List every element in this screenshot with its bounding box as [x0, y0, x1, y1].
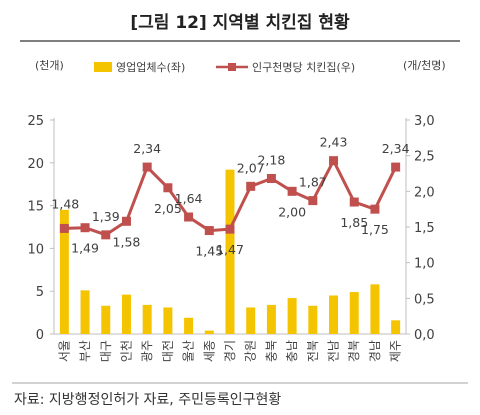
- point-광주: [142, 162, 152, 172]
- data-label-강원: 2,07: [237, 160, 265, 175]
- bar-경남: [370, 284, 380, 334]
- point-대전: [163, 183, 173, 193]
- legend: 영업업체수(좌) 인구천명당 치킨집(우): [94, 60, 355, 74]
- category-label-경기: 경기: [223, 340, 237, 362]
- category-label-울산: 울산: [182, 340, 196, 362]
- left-tick-label: 20: [27, 157, 44, 172]
- category-label-인천: 인천: [118, 340, 133, 362]
- bar-충북: [266, 304, 276, 334]
- point-전남: [329, 156, 339, 166]
- data-label-세종: 1,45: [195, 244, 223, 259]
- data-label-광주: 2,34: [133, 141, 161, 156]
- category-label-대구: 대구: [99, 340, 113, 362]
- category-labels: 서울 부산 대구 인천 광주 대전 울산 세종 경기 강원 충북 충남 전북 전남 경북 경남 제주: [57, 340, 402, 362]
- category-label-전남: 전남: [327, 340, 341, 362]
- left-tick-label: 0: [36, 328, 44, 343]
- data-label-전북: 1,87: [299, 175, 327, 190]
- data-label-충북: 2,18: [257, 152, 285, 167]
- bar-충남: [287, 298, 297, 334]
- point-경남: [370, 204, 380, 214]
- left-tick-label: 10: [27, 242, 44, 257]
- category-label-제주: 제주: [389, 340, 403, 362]
- point-부산: [80, 223, 90, 233]
- point-울산: [184, 212, 194, 222]
- point-세종: [204, 226, 214, 236]
- bar-부산: [80, 290, 90, 334]
- point-충북: [266, 173, 276, 183]
- data-label-경기: 1,47: [216, 242, 244, 257]
- chart-title: [그림 12] 지역별 치킨집 현황: [130, 13, 350, 33]
- right-tick-label: 2,5: [414, 150, 435, 165]
- point-서울: [59, 223, 69, 233]
- legend-line-label: 인구천명당 치킨집(우): [252, 60, 355, 74]
- point-대구: [101, 230, 111, 240]
- category-label-경북: 경북: [347, 340, 361, 362]
- data-label-대전: 2,05: [154, 201, 182, 216]
- bar-대전: [163, 307, 173, 334]
- category-label-전북: 전북: [306, 340, 320, 362]
- bar-전남: [329, 295, 339, 334]
- bar-경기: [225, 169, 235, 334]
- data-label-부산: 1,49: [71, 241, 99, 256]
- right-tick-label: 0,0: [414, 328, 435, 343]
- category-label-부산: 부산: [78, 340, 92, 362]
- data-label-경남: 1,75: [361, 222, 389, 237]
- category-label-광주: 광주: [140, 340, 154, 362]
- data-label-충남: 2,00: [278, 204, 306, 219]
- data-label-전남: 2,43: [320, 135, 348, 150]
- bar-경북: [349, 292, 359, 334]
- bar-강원: [246, 307, 256, 334]
- category-label-충남: 충남: [285, 340, 299, 362]
- left-tick-label: 25: [27, 114, 44, 129]
- right-tick-label: 1,5: [414, 221, 435, 236]
- legend-bar-label: 영업업체수(좌): [116, 61, 185, 74]
- bar-제주: [391, 320, 401, 334]
- point-인천: [121, 216, 131, 226]
- left-tick-label: 5: [36, 285, 44, 300]
- right-tick-label: 3,0: [414, 114, 435, 129]
- bar-대구: [101, 305, 111, 334]
- data-label-서울: 1,48: [51, 196, 79, 211]
- data-label-대구: 1,39: [92, 209, 120, 224]
- data-label-울산: 1,64: [175, 191, 203, 206]
- source-note: 자료: 지방행정인허가 자료, 주민등록인구현황: [14, 392, 281, 408]
- category-label-세종: 세종: [202, 340, 216, 362]
- bar-서울: [59, 209, 69, 334]
- point-전북: [308, 196, 318, 206]
- right-tick-label: 2,0: [414, 185, 435, 200]
- point-경북: [349, 197, 359, 207]
- data-labels: 1,48 1,49 1,39 1,58 2,34 2,051,64 1,451,47 2,07…: [51, 135, 409, 259]
- line-series: [59, 156, 401, 240]
- bar-인천: [121, 294, 131, 334]
- category-label-강원: 강원: [244, 340, 258, 362]
- bar-전북: [308, 305, 318, 334]
- category-label-대전: 대전: [161, 340, 175, 362]
- bar-세종: [204, 330, 214, 334]
- point-제주: [391, 162, 401, 172]
- right-tick-label: 0,5: [414, 292, 435, 307]
- data-label-경북: 1,85: [340, 215, 368, 230]
- left-axis-unit: (천개): [35, 58, 64, 72]
- right-axis-unit: (개/천명): [403, 58, 446, 72]
- data-label-인천: 1,58: [113, 234, 141, 249]
- right-tick-label: 1,0: [414, 257, 435, 272]
- left-tick-label: 15: [27, 200, 44, 215]
- point-강원: [246, 181, 256, 191]
- bars: [59, 169, 401, 334]
- bar-울산: [184, 317, 194, 334]
- category-label-서울: 서울: [57, 340, 71, 362]
- legend-bar-swatch: [94, 62, 112, 72]
- category-label-경남: 경남: [368, 340, 382, 362]
- point-충남: [287, 186, 297, 196]
- data-label-제주: 2,34: [382, 141, 410, 156]
- category-label-충북: 충북: [264, 340, 278, 362]
- bar-광주: [142, 304, 152, 334]
- legend-line-marker: [228, 63, 236, 71]
- point-경기: [225, 224, 235, 234]
